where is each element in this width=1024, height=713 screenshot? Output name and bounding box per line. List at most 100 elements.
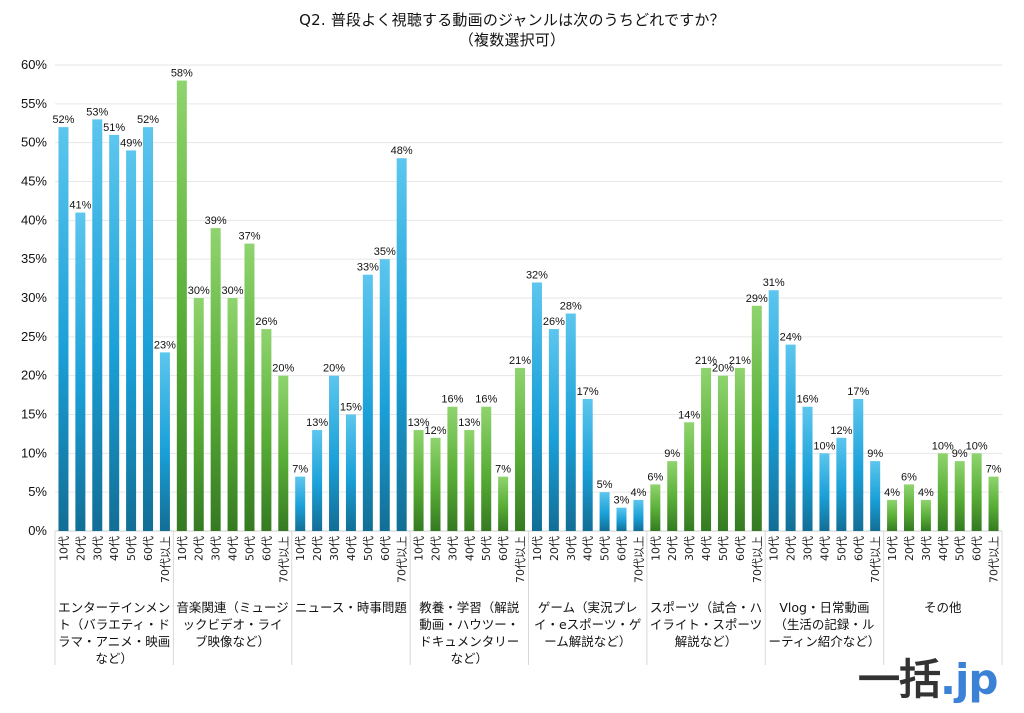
data-label: 26% (543, 316, 565, 328)
data-label: 6% (901, 471, 917, 483)
bar (143, 127, 154, 531)
category-label: 音楽関連（ミュージックビデオ・ライブ映像など） (176, 600, 289, 649)
bar (768, 290, 779, 531)
bar (244, 243, 255, 531)
bar (92, 119, 103, 531)
bar (548, 329, 559, 531)
data-label: 37% (238, 231, 260, 243)
y-tick-label: 25% (21, 329, 47, 344)
bar (802, 406, 813, 531)
x-tick-label: 10代 (176, 536, 189, 561)
x-tick-label: 60代 (616, 536, 629, 561)
bar (667, 461, 678, 531)
bar (345, 414, 356, 531)
x-tick-label: 10代 (294, 536, 307, 561)
x-tick-label: 20代 (903, 536, 916, 561)
data-label: 23% (154, 339, 176, 351)
y-tick-label: 5% (28, 484, 47, 499)
site-logo: 一括.jp (858, 655, 998, 705)
data-label: 21% (695, 355, 717, 367)
x-tick-label: 50代 (362, 536, 375, 561)
bar (464, 430, 475, 531)
bar (430, 437, 441, 531)
x-tick-label: 30代 (565, 536, 578, 561)
category-label: その他 (924, 600, 962, 615)
bar (379, 259, 390, 531)
category-label: ゲーム（実況プレイ・eスポーツ・ゲーム解説など） (533, 600, 642, 649)
bar (109, 134, 120, 531)
bar (447, 406, 458, 531)
data-label: 4% (918, 487, 934, 499)
x-tick-label: 40代 (818, 536, 831, 561)
bar (633, 499, 644, 531)
bar (684, 422, 695, 531)
bar (599, 492, 610, 531)
bar (278, 375, 289, 531)
y-tick-label: 15% (21, 407, 47, 422)
data-label: 9% (664, 448, 680, 460)
x-tick-label: 40代 (345, 536, 358, 561)
logo-suffix: .jp (940, 655, 998, 704)
y-tick-label: 10% (21, 445, 47, 460)
category-label: エンターテインメント（バラエティ・ドラマ・アニメ・映画など） (58, 600, 171, 666)
x-tick-label: 50代 (243, 536, 256, 561)
data-label: 6% (647, 471, 663, 483)
bar (819, 453, 830, 531)
data-label: 12% (424, 425, 446, 437)
data-label: 13% (458, 417, 480, 429)
data-label: 7% (292, 464, 308, 476)
y-tick-label: 45% (21, 174, 47, 189)
data-label: 4% (884, 487, 900, 499)
data-label: 24% (780, 332, 802, 344)
x-tick-label: 30代 (683, 536, 696, 561)
y-tick-label: 60% (21, 57, 47, 72)
bar (870, 461, 881, 531)
x-tick-label: 20代 (548, 536, 561, 561)
bar (498, 476, 509, 531)
x-tick-label: 60代 (260, 536, 273, 561)
data-label: 20% (272, 363, 294, 375)
bar (887, 499, 898, 531)
x-axis: 10代 20代 30代 40代 50代 60代 70代以上 10代 20代 30代 40代 50代 60… (54, 531, 1003, 665)
bar (717, 375, 728, 531)
y-tick-label: 55% (21, 96, 47, 111)
x-tick-label: 70代以上 (988, 536, 1001, 583)
y-tick-label: 20% (21, 368, 47, 383)
x-tick-label: 20代 (74, 536, 87, 561)
y-tick-label: 40% (21, 212, 47, 227)
data-label: 28% (560, 301, 582, 313)
x-tick-label: 10代 (768, 536, 781, 561)
x-tick-label: 30代 (328, 536, 341, 561)
x-tick-label: 50代 (480, 536, 493, 561)
x-tick-label: 70代以上 (514, 536, 527, 583)
x-tick-label: 30代 (920, 536, 933, 561)
x-tick-label: 30代 (210, 536, 223, 561)
bar (312, 430, 323, 531)
x-tick-label: 10代 (413, 536, 426, 561)
data-label: 52% (52, 114, 74, 126)
bar (971, 453, 982, 531)
chart-title: Q2. 普段よく視聴する動画のジャンルは次のうちどれですか？ (299, 11, 725, 29)
logo-kanji: 一括 (858, 655, 941, 704)
x-tick-label: 30代 (91, 536, 104, 561)
bar (159, 352, 170, 531)
data-label: 35% (374, 246, 396, 258)
bar (227, 298, 238, 531)
data-label: 9% (867, 448, 883, 460)
data-label: 21% (509, 355, 531, 367)
x-tick-label: 60代 (142, 536, 155, 561)
x-tick-label: 50代 (717, 536, 730, 561)
bar (903, 484, 914, 531)
x-tick-label: 20代 (193, 536, 206, 561)
x-tick-label: 70代以上 (277, 536, 290, 583)
x-tick-label: 70代以上 (869, 536, 882, 583)
data-label: 15% (340, 402, 362, 414)
data-label: 30% (188, 285, 210, 297)
bar (295, 476, 306, 531)
bar (58, 127, 69, 531)
data-label: 7% (986, 464, 1002, 476)
x-tick-label: 20代 (429, 536, 442, 561)
bars: 52% 41% 53% 51% 49% 52% 23% 58% 30% 39% 30% 37% 26% 2… (52, 68, 1002, 532)
data-label: 30% (222, 285, 244, 297)
